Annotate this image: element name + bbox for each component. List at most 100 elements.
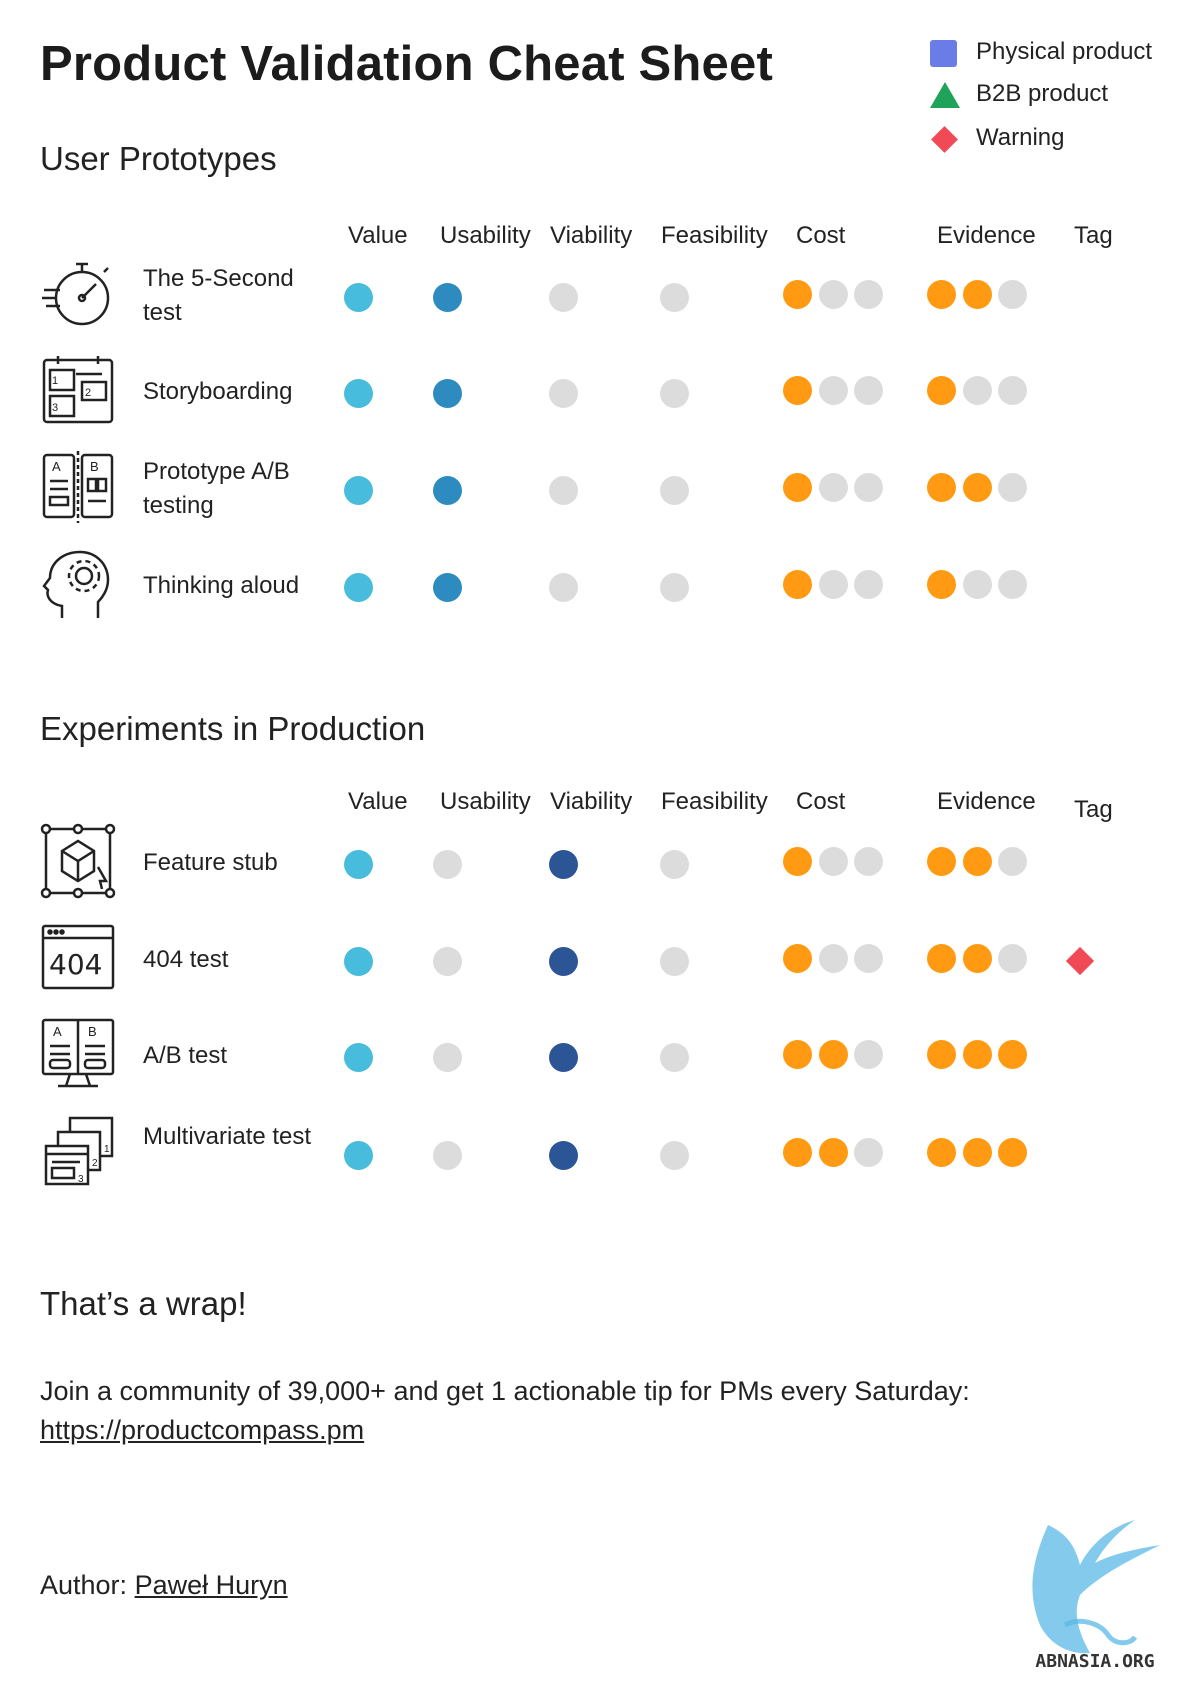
evidence-dot — [998, 1040, 1027, 1069]
cost-dot — [854, 1138, 883, 1167]
evidence-dot — [927, 944, 956, 973]
warning-tag-icon — [1065, 946, 1095, 976]
cost-dot — [819, 473, 848, 502]
usability-dot — [433, 1043, 462, 1072]
method-name: The 5-Second test — [143, 265, 294, 326]
evidence-dot — [927, 570, 956, 599]
evidence-dot — [963, 473, 992, 502]
feasibility-dot — [660, 947, 689, 976]
table-row: 404 404 test — [0, 912, 1190, 1008]
column-header-cost: Cost — [796, 222, 846, 249]
viability-dot — [549, 947, 578, 976]
usability-dot — [433, 283, 462, 312]
cost-dot — [783, 473, 812, 502]
square-icon — [930, 40, 957, 67]
legend-label: Physical product — [976, 38, 1153, 65]
evidence-dot — [998, 280, 1027, 309]
cost-dot — [783, 847, 812, 876]
cost-dot — [819, 847, 848, 876]
column-header-tag: Tag — [1074, 796, 1113, 823]
svg-text:2: 2 — [92, 1158, 98, 1169]
viability-dot — [549, 379, 578, 408]
cost-dot — [783, 1138, 812, 1167]
column-header-evidence: Evidence — [937, 788, 1036, 815]
method-name: Storyboarding — [143, 378, 293, 405]
stopwatch-icon — [40, 256, 116, 332]
cost-dot — [783, 376, 812, 405]
evidence-dot — [998, 1138, 1027, 1167]
evidence-dot — [963, 280, 992, 309]
feasibility-dot — [660, 476, 689, 505]
svg-text:A: A — [53, 1024, 62, 1039]
evidence-dot — [998, 473, 1027, 502]
author-link[interactable]: Paweł Huryn — [134, 1570, 288, 1600]
watermark-text: ABNASIA.ORG — [1035, 1651, 1154, 1672]
usability-dot — [433, 1141, 462, 1170]
feasibility-dot — [660, 1043, 689, 1072]
column-header-viability: Viability — [550, 788, 633, 815]
feasibility-dot — [660, 1141, 689, 1170]
watermark-logo: ABNASIA.ORG — [1010, 1505, 1180, 1675]
usability-dot — [433, 573, 462, 602]
cost-dot — [819, 1040, 848, 1069]
cost-dot — [854, 376, 883, 405]
viability-dot — [549, 573, 578, 602]
usability-dot — [433, 379, 462, 408]
evidence-dot — [963, 1040, 992, 1069]
cost-dot — [854, 473, 883, 502]
feasibility-dot — [660, 850, 689, 879]
evidence-dot — [963, 376, 992, 405]
cost-dot — [783, 1040, 812, 1069]
newsletter-link[interactable]: https://productcompass.pm — [40, 1415, 365, 1445]
svg-text:404: 404 — [49, 948, 102, 981]
method-name: Thinking aloud — [143, 572, 300, 599]
method-name: 404 test — [143, 946, 229, 973]
column-header-evidence: Evidence — [937, 222, 1036, 249]
evidence-dot — [963, 1138, 992, 1167]
evidence-dot — [998, 847, 1027, 876]
cube-select-icon — [40, 823, 116, 899]
svg-text:3: 3 — [52, 402, 58, 414]
table-row: A B A/B test — [0, 1008, 1190, 1104]
griffin-icon: ABNASIA.ORG — [1032, 1520, 1160, 1672]
cost-dot — [819, 376, 848, 405]
wrap-text: Join a community of 39,000+ and get 1 ac… — [40, 1376, 970, 1406]
viability-dot — [549, 283, 578, 312]
usability-dot — [433, 476, 462, 505]
evidence-dot — [963, 847, 992, 876]
feasibility-dot — [660, 283, 689, 312]
value-dot — [344, 850, 373, 879]
cost-dot — [854, 847, 883, 876]
svg-text:A: A — [52, 459, 61, 474]
section-title-user-prototypes: User Prototypes — [40, 140, 277, 177]
method-name: A/B test — [143, 1042, 228, 1069]
cost-dot — [854, 1040, 883, 1069]
cost-dot — [783, 280, 812, 309]
table-row: 1 2 3 Storyboarding — [0, 344, 1190, 440]
cost-dot — [854, 280, 883, 309]
evidence-dot — [963, 570, 992, 599]
value-dot — [344, 947, 373, 976]
cost-dot — [783, 944, 812, 973]
evidence-dot — [927, 280, 956, 309]
svg-text:1: 1 — [104, 1144, 110, 1155]
evidence-dot — [963, 944, 992, 973]
table-row: Thinking aloud — [0, 538, 1190, 634]
evidence-dot — [927, 1138, 956, 1167]
table-row: Feature stub — [0, 815, 1190, 911]
triangle-icon — [930, 82, 960, 108]
legend-label: Warning — [976, 124, 1065, 151]
table-row: The 5-Second test — [0, 248, 1190, 344]
cost-dot — [819, 1138, 848, 1167]
evidence-dot — [927, 1040, 956, 1069]
evidence-dot — [998, 376, 1027, 405]
cost-dot — [819, 570, 848, 599]
value-dot — [344, 379, 373, 408]
evidence-dot — [998, 944, 1027, 973]
svg-text:1: 1 — [52, 375, 58, 387]
value-dot — [344, 1043, 373, 1072]
usability-dot — [433, 947, 462, 976]
column-header-cost: Cost — [796, 788, 846, 815]
